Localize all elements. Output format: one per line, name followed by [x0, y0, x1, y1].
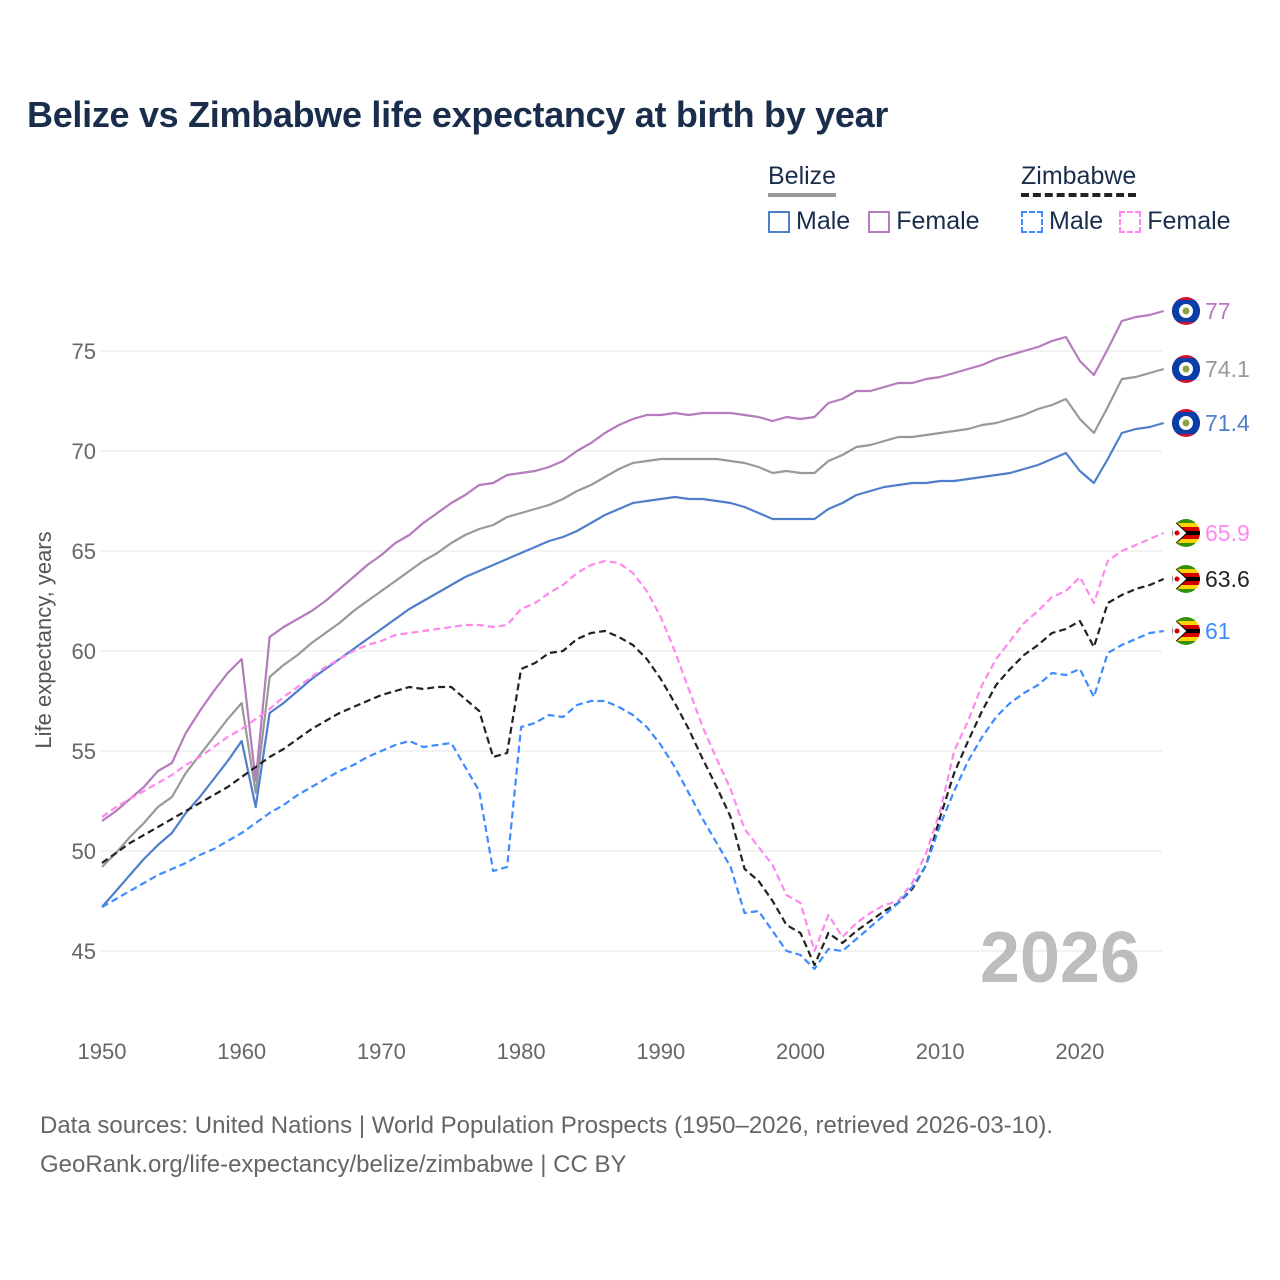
y-tick-label: 70	[72, 439, 96, 464]
end-value-label: 65.9	[1205, 520, 1250, 546]
series-line-belize-female	[101, 309, 1165, 822]
legend-label: Male	[1049, 207, 1104, 235]
y-axis-label: Life expectancy, years	[31, 531, 56, 748]
legend-swatch	[1119, 210, 1142, 233]
end-value-label: 61	[1205, 618, 1231, 644]
flag-stripe	[1172, 617, 1200, 621]
series-line-zimbabwe-male	[101, 629, 1164, 971]
legend-label: Female	[1147, 207, 1231, 235]
flag-body	[1172, 297, 1200, 325]
end-value-label: 77	[1205, 298, 1231, 324]
x-tick-label: 1990	[636, 1039, 685, 1064]
footer: Data sources: United Nations | World Pop…	[40, 1106, 1053, 1184]
flag-body	[1172, 355, 1200, 383]
chart-title: Belize vs Zimbabwe life expectancy at bi…	[27, 94, 889, 135]
legend-zimbabwe-male[interactable]: Male	[1021, 207, 1103, 236]
y-tick-label: 75	[72, 339, 96, 364]
flag-stripe	[1172, 535, 1200, 539]
flag-star	[1174, 576, 1180, 582]
x-tick-label: 1980	[497, 1039, 546, 1064]
flag-stripe	[1172, 569, 1200, 573]
flag-stripe	[1172, 621, 1200, 625]
series-line-belize	[101, 367, 1165, 868]
data-sources: Data sources: United Nations | World Pop…	[40, 1112, 1054, 1139]
zimbabwe-flag-icon	[1172, 617, 1200, 645]
year-watermark: 2026	[980, 918, 1140, 998]
y-tick-label: 45	[72, 939, 96, 964]
end-value-label: 74.1	[1205, 356, 1250, 382]
x-tick-label: 2010	[916, 1039, 965, 1064]
legend-zimbabwe-female[interactable]: Female	[1119, 207, 1231, 236]
flag-stripe	[1172, 633, 1200, 637]
legend-swatch	[868, 210, 891, 233]
x-tick-label: 2000	[776, 1039, 825, 1064]
zimbabwe-flag-icon	[1172, 519, 1200, 547]
zimbabwe-flag-icon	[1172, 565, 1200, 593]
flag-stripe	[1172, 539, 1200, 543]
flag-body	[1172, 617, 1200, 645]
flag-body	[1172, 409, 1200, 437]
legend-belize: Belize Male Female	[768, 162, 980, 236]
belize-flag-icon	[1172, 409, 1200, 437]
flag-star	[1174, 530, 1180, 536]
y-tick-label: 60	[72, 639, 96, 664]
flag-stripe	[1172, 519, 1200, 523]
belize-flag-icon	[1172, 297, 1200, 325]
flag-emblem	[1182, 365, 1190, 373]
y-tick-label: 55	[72, 739, 96, 764]
flag-body	[1172, 565, 1200, 593]
flag-stripe	[1172, 625, 1200, 629]
y-tick-label: 65	[72, 539, 96, 564]
flag-emblem	[1182, 419, 1190, 427]
x-tick-label: 1950	[78, 1039, 127, 1064]
x-tick-label: 1960	[217, 1039, 266, 1064]
legend-zimbabwe-heading: Zimbabwe	[1021, 162, 1137, 197]
flag-stripe	[1172, 589, 1200, 593]
flag-star	[1174, 628, 1180, 634]
x-tick-label: 1970	[357, 1039, 406, 1064]
y-tick-label: 50	[72, 839, 96, 864]
source-link[interactable]: GeoRank.org/life-expectancy/belize/zimba…	[40, 1151, 627, 1178]
end-value-label: 71.4	[1205, 410, 1250, 436]
legend-belize-female[interactable]: Female	[868, 207, 980, 236]
flag-emblem	[1182, 307, 1190, 315]
legend-swatch	[1021, 210, 1043, 233]
flag-stripe	[1172, 565, 1200, 569]
flag-stripe	[1172, 573, 1200, 577]
series-line-zimbabwe	[101, 577, 1165, 967]
flag-stripe	[1172, 637, 1200, 641]
end-value-label: 63.6	[1205, 566, 1250, 592]
flag-stripe	[1172, 523, 1200, 527]
x-tick-label: 2020	[1055, 1039, 1104, 1064]
legend-zimbabwe: Zimbabwe Male Female	[1021, 162, 1231, 236]
flag-body	[1172, 519, 1200, 547]
flag-stripe	[1172, 641, 1200, 645]
legend-swatch	[768, 210, 790, 233]
legend-label: Female	[896, 207, 980, 235]
series-line-zimbabwe-female	[101, 531, 1165, 953]
flag-stripe	[1172, 585, 1200, 589]
flag-stripe	[1172, 527, 1200, 531]
flag-stripe	[1172, 581, 1200, 585]
flag-stripe	[1172, 543, 1200, 547]
series-line-belize-male	[101, 421, 1165, 908]
belize-flag-icon	[1172, 355, 1200, 383]
legend-label: Male	[796, 207, 851, 235]
legend-belize-heading: Belize	[768, 162, 837, 197]
legend-belize-male[interactable]: Male	[768, 207, 850, 236]
